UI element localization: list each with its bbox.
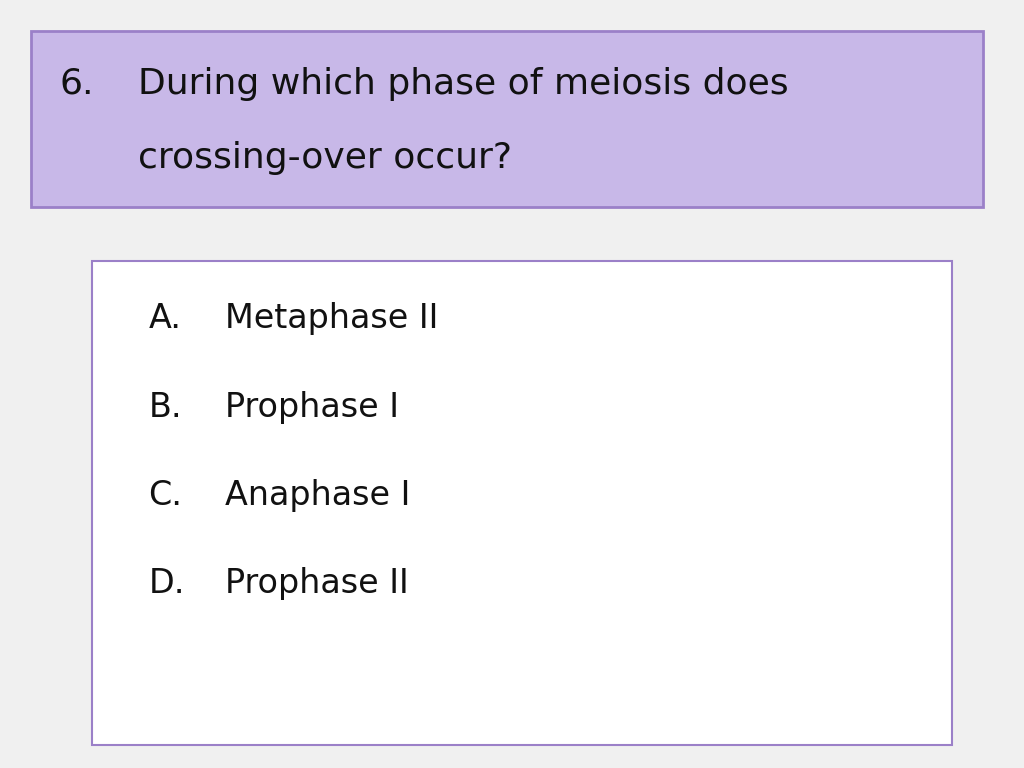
Text: Prophase II: Prophase II [225, 568, 409, 600]
Text: Metaphase II: Metaphase II [225, 303, 438, 335]
Text: D.: D. [148, 568, 185, 600]
FancyBboxPatch shape [31, 31, 983, 207]
Text: During which phase of meiosis does: During which phase of meiosis does [138, 67, 788, 101]
Text: C.: C. [148, 479, 182, 511]
Text: Prophase I: Prophase I [225, 391, 399, 423]
Text: Anaphase I: Anaphase I [225, 479, 411, 511]
Text: crossing-over occur?: crossing-over occur? [138, 141, 512, 175]
Text: 6.: 6. [59, 67, 94, 101]
FancyBboxPatch shape [92, 261, 952, 745]
Text: B.: B. [148, 391, 182, 423]
Text: A.: A. [148, 303, 181, 335]
